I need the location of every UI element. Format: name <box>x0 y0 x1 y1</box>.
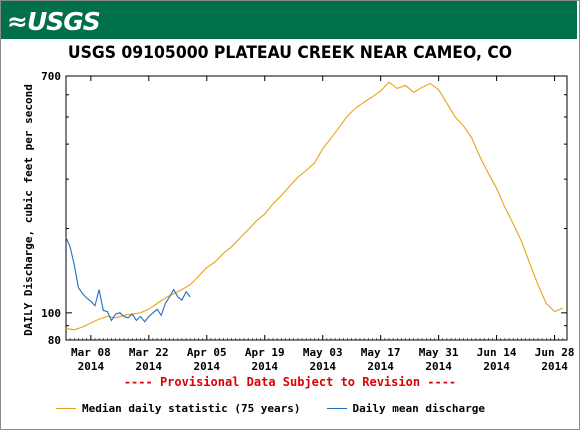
x-tick-label: Mar 22 <box>129 346 169 359</box>
legend-swatch-median <box>56 408 76 409</box>
usgs-banner: ≈USGS <box>1 1 577 39</box>
x-tick-year: 2014 <box>136 360 163 373</box>
plot-area <box>65 75 568 341</box>
y-tick-label: 80 <box>48 334 61 347</box>
x-tick-year: 2014 <box>78 360 105 373</box>
x-tick-year: 2014 <box>367 360 394 373</box>
x-tick-label: Mar 08 <box>71 346 111 359</box>
x-tick-label: May 31 <box>419 346 459 359</box>
chart-title: USGS 09105000 PLATEAU CREEK NEAR CAMEO, … <box>67 43 513 63</box>
x-tick-year: 2014 <box>541 360 568 373</box>
y-axis: 700 100 80 <box>41 70 567 347</box>
legend-label-median: Median daily statistic (75 years) <box>82 402 301 415</box>
legend-item-median: Median daily statistic (75 years) <box>56 402 301 415</box>
x-tick-year: 2014 <box>425 360 452 373</box>
x-tick-label: May 17 <box>361 346 401 359</box>
x-tick-label: Apr 05 <box>187 346 227 359</box>
x-tick-year: 2014 <box>251 360 278 373</box>
x-tick-year: 2014 <box>483 360 510 373</box>
chart-legend: Median daily statistic (75 years) Daily … <box>56 402 511 415</box>
legend-swatch-daily-mean <box>326 408 347 409</box>
x-tick-label: Jun 28 <box>535 346 575 359</box>
legend-item-daily-mean: Daily mean discharge <box>326 402 485 415</box>
x-tick-year: 2014 <box>309 360 336 373</box>
x-tick-label: Jun 14 <box>477 346 517 359</box>
median-statistic-line <box>65 81 564 331</box>
y-tick-label: 700 <box>41 70 61 83</box>
legend-label-daily-mean: Daily mean discharge <box>352 402 485 415</box>
series-group <box>65 81 564 331</box>
daily-mean-discharge-line <box>65 237 191 323</box>
x-tick-year: 2014 <box>194 360 221 373</box>
usgs-logo: ≈USGS <box>7 5 101 37</box>
y-tick-label: 100 <box>41 307 61 320</box>
usgs-logo-text: ≈USGS <box>7 6 101 36</box>
y-axis-label: DAILY Discharge, cubic feet per second <box>22 84 35 336</box>
provisional-notice: ---- Provisional Data Subject to Revisio… <box>123 375 457 389</box>
x-tick-label: May 03 <box>303 346 343 359</box>
x-tick-label: Apr 19 <box>245 346 285 359</box>
